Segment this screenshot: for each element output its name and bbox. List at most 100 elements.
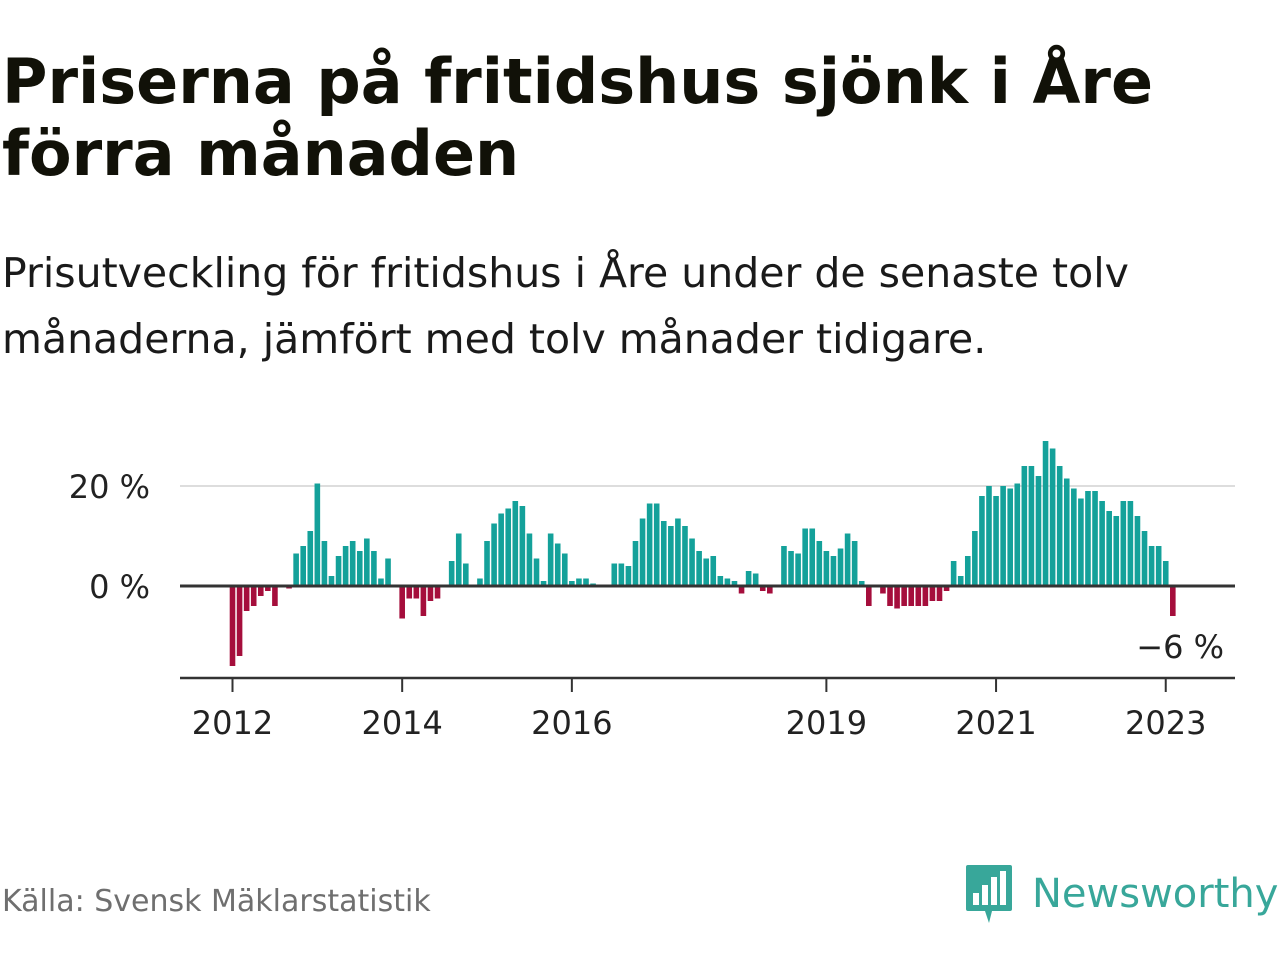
bar [434,586,441,599]
bar-series [229,441,1176,666]
bar [880,586,886,594]
bar [307,531,314,586]
bar [1014,483,1021,586]
bar [561,553,568,586]
bar [243,586,250,611]
bar [519,506,526,586]
bar [498,513,504,586]
bar [1127,501,1134,586]
x-tick-label: 2014 [361,704,442,742]
bar [413,586,420,599]
bar [986,486,992,586]
bar [463,563,469,586]
bar [660,521,667,586]
bar [1028,466,1035,586]
x-tick-label: 2023 [1125,704,1206,742]
x-tick-label: 2019 [786,704,867,742]
bar [625,566,632,586]
bar [385,558,391,586]
bar [689,538,695,586]
bar [1106,511,1112,586]
bar [293,553,299,586]
bar [1085,491,1091,586]
bar [837,548,844,586]
bar [576,578,582,586]
bar [816,541,823,586]
bar [802,528,808,586]
bar [569,581,575,586]
bar [1049,448,1056,586]
brand-logo: Newsworthy [964,862,1278,926]
bar [745,571,752,586]
bar [851,541,858,586]
bar [682,526,688,586]
bar [547,533,554,586]
bar [936,586,943,601]
bar [781,546,787,586]
bar [1113,516,1120,586]
x-tick-label: 2012 [192,704,273,742]
newsworthy-logo-icon [966,865,1012,923]
bar [1021,466,1028,586]
bar [378,578,384,586]
bar [724,578,731,586]
bar [1141,531,1148,586]
bar [1148,546,1155,586]
bar [1099,501,1105,586]
bar [265,586,271,591]
bar [1170,586,1176,616]
bar [979,496,985,586]
bar [342,546,349,586]
bar [427,586,434,601]
bar [993,496,999,586]
bar [1035,476,1042,586]
bar [1063,478,1070,586]
bar [788,551,794,586]
bar [887,586,893,606]
bar [950,561,957,586]
bar [477,578,483,586]
bar [1120,501,1127,586]
bar [696,551,702,586]
bar [809,528,816,586]
bar [1078,498,1084,586]
bar [675,518,681,586]
bar [964,556,971,586]
chart-subtitle: Prisutveckling för fritidshus i Åre unde… [2,249,1129,363]
bar [328,576,335,586]
chart-labels: 0 % 20 % 2012 2014 2016 2019 2021 2023 −6 % [69,468,1224,742]
bar [717,576,724,586]
axes [180,584,1235,692]
bar [250,586,257,606]
bar [257,586,264,596]
bar [371,551,377,586]
chart-title: Priserna på fritidshus sjönk i Åre förra… [2,45,1154,190]
bar [321,541,328,586]
bar [533,558,540,586]
bar [618,563,625,586]
bar [858,581,865,586]
bar [1056,466,1063,586]
bar [236,586,243,656]
bar [929,586,936,601]
bar [915,586,922,606]
bar [1092,491,1098,586]
bar [356,551,363,586]
bar [957,576,964,586]
y-tick-label: 20 % [69,468,150,506]
bar [710,556,717,586]
bar [399,586,405,619]
x-tick-label: 2016 [531,704,612,742]
last-value-label: −6 % [1136,628,1224,666]
bar [830,556,837,586]
y-tick-label: 0 % [89,568,150,606]
bar [844,533,851,586]
bar [759,586,766,591]
bar [512,501,519,586]
bar [823,551,830,586]
bar [922,586,929,606]
bar [229,586,236,666]
bar [491,523,497,586]
bar [943,586,950,591]
bar [1071,488,1077,586]
